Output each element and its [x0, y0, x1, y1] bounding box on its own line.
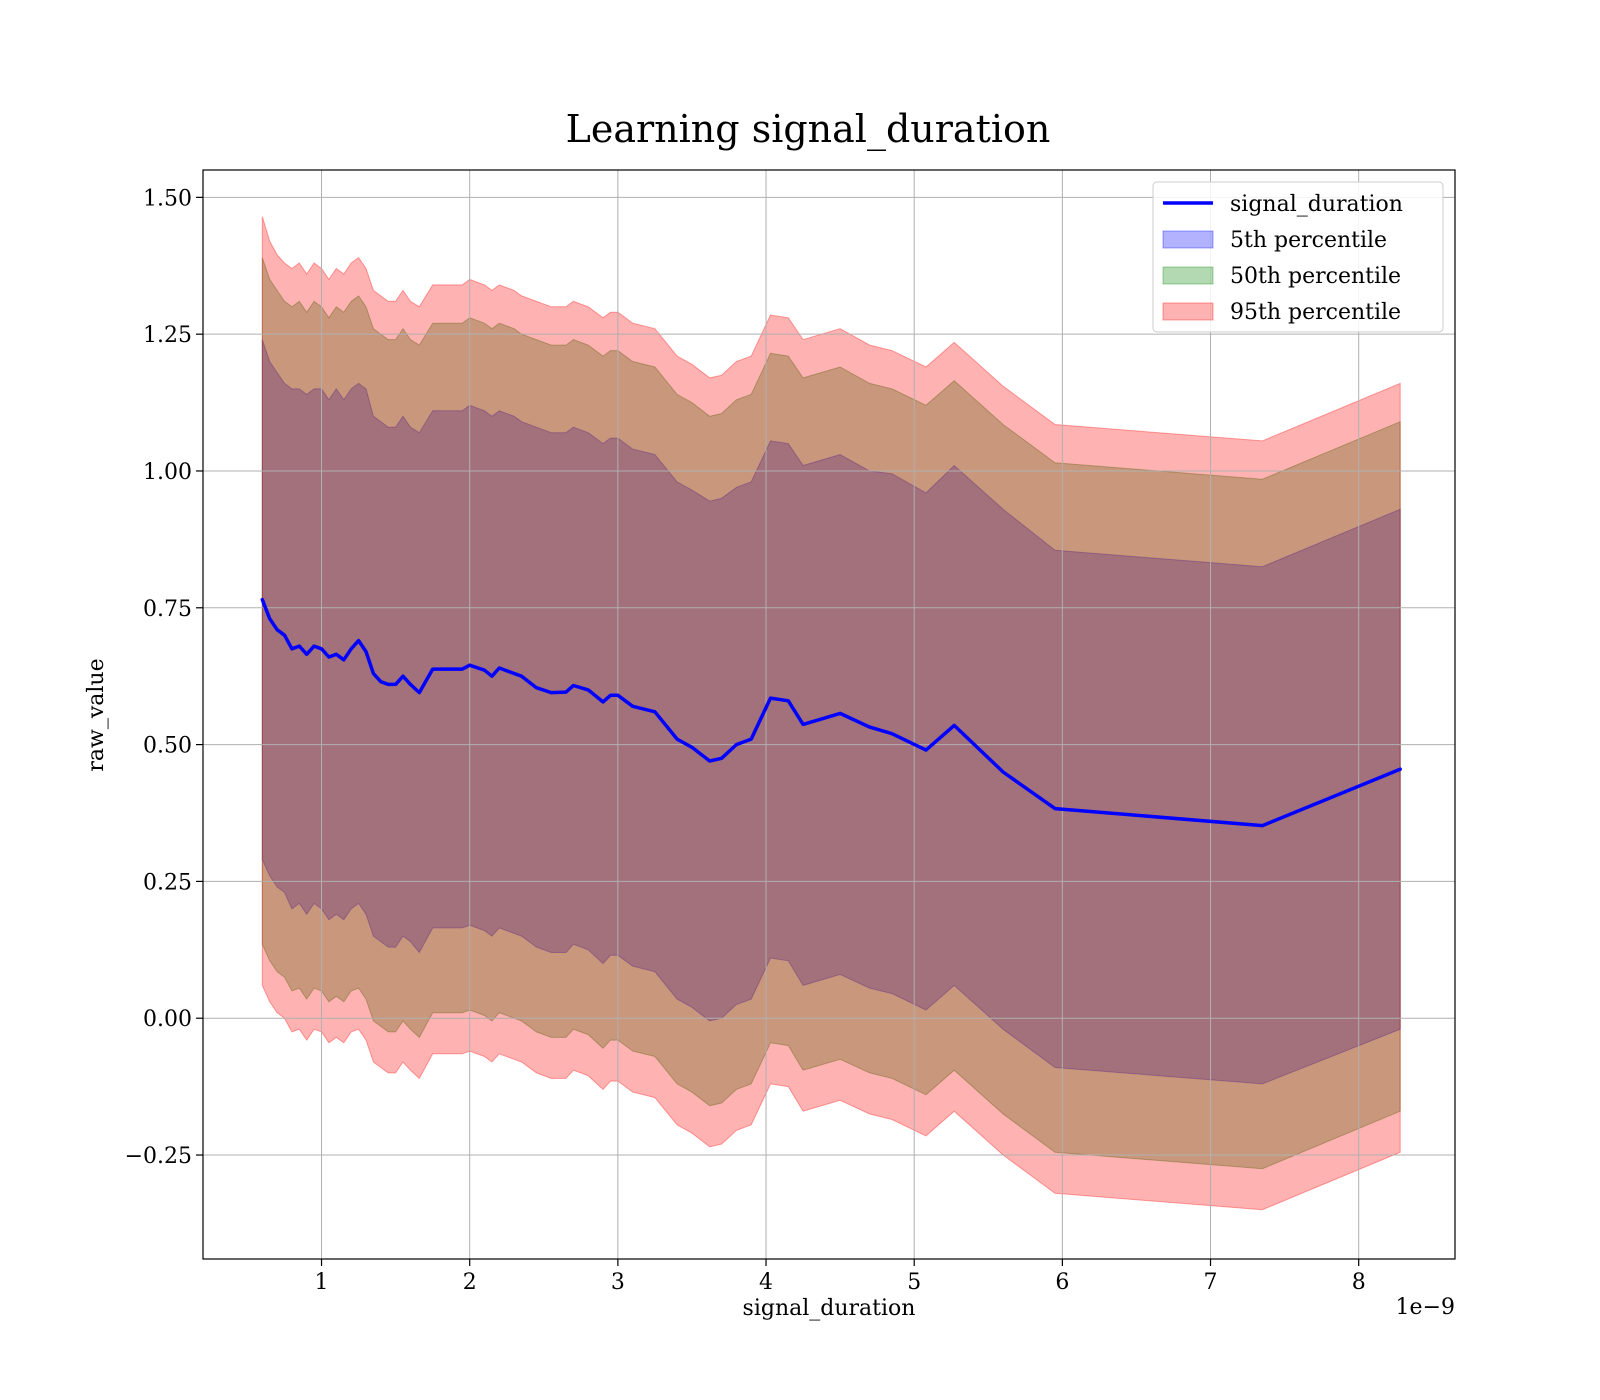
grid-layer — [203, 170, 1455, 1259]
plot-frame — [202, 169, 1456, 1260]
x-axis: 1 2 3 4 5 6 7 8 — [315, 1259, 1366, 1295]
x-tick-label: 2 — [463, 1270, 477, 1295]
legend: signal_duration 5th percentile 50th percen… — [1152, 181, 1444, 333]
y-tick-label: −0.25 — [125, 1144, 192, 1169]
x-tick-label: 4 — [759, 1270, 773, 1295]
x-tick-label: 6 — [1055, 1270, 1069, 1295]
y-tick-label: 1.00 — [143, 460, 192, 485]
y-tick-label: 0.00 — [143, 1007, 192, 1032]
legend-label: signal_duration — [1230, 192, 1403, 217]
y-axis-label: raw_value — [84, 658, 109, 771]
band-50th-percentile — [261, 257, 1401, 1170]
y-tick-label: 0.25 — [143, 870, 192, 895]
x-tick-label: 3 — [611, 1270, 625, 1295]
legend-swatch-patch — [1162, 266, 1214, 285]
x-tick-label: 5 — [907, 1270, 921, 1295]
x-tick-label: 1 — [315, 1270, 329, 1295]
plot-area — [202, 169, 1456, 1260]
y-tick-label: 0.75 — [143, 597, 192, 622]
line-layer — [260, 597, 1402, 828]
legend-box — [1152, 181, 1444, 333]
chart-title: Learning signal_duration — [566, 107, 1051, 152]
y-tick-label: 1.50 — [143, 186, 192, 211]
legend-label: 95th percentile — [1230, 300, 1401, 325]
bands-layer — [261, 216, 1401, 1211]
legend-swatch-patch — [1162, 230, 1214, 249]
x-tick-label: 7 — [1204, 1270, 1218, 1295]
y-axis: −0.25 0.00 0.25 0.50 0.75 1.00 1.25 1.50 — [125, 186, 203, 1169]
x-tick-label: 8 — [1352, 1270, 1366, 1295]
legend-label: 5th percentile — [1230, 228, 1387, 253]
x-axis-label: signal_duration — [743, 1296, 916, 1321]
x-axis-offset-label: 1e−9 — [1396, 1295, 1455, 1320]
legend-label: 50th percentile — [1230, 264, 1401, 289]
band-5th-percentile — [261, 339, 1401, 1085]
band-95th-percentile — [261, 216, 1401, 1211]
series-line-signal_duration — [260, 597, 1402, 828]
y-tick-label: 0.50 — [143, 734, 192, 759]
legend-swatch-patch — [1162, 302, 1214, 321]
y-tick-label: 1.25 — [143, 323, 192, 348]
